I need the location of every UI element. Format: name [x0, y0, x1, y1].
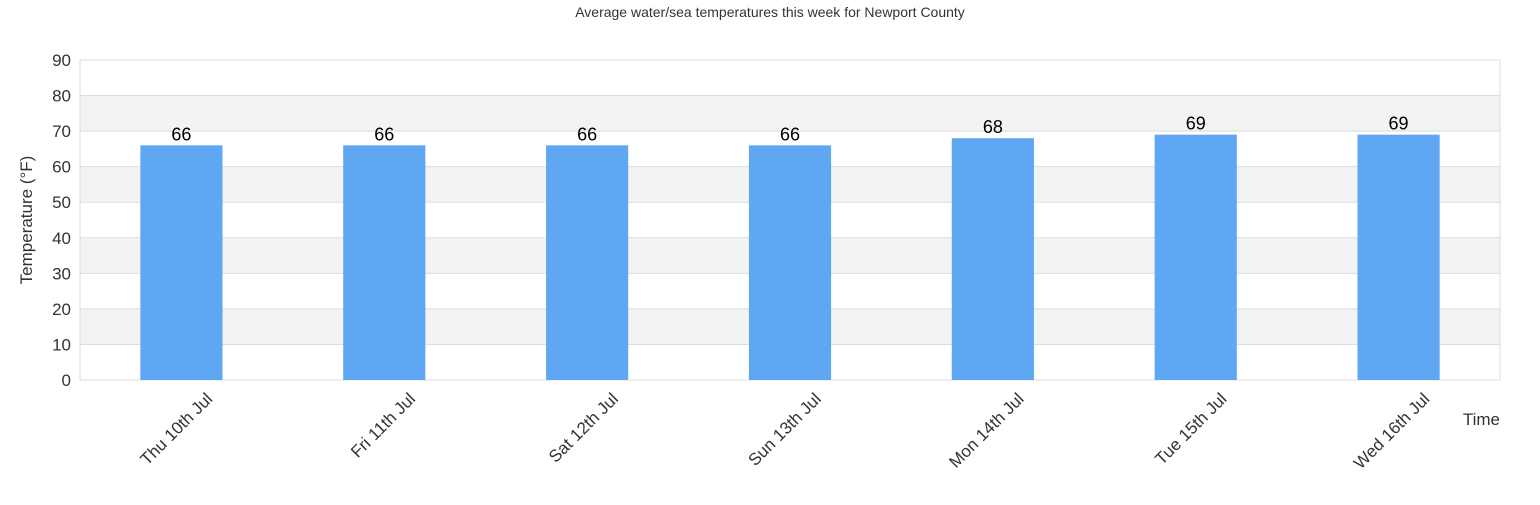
bar [1357, 134, 1440, 380]
y-tick-label: 70 [52, 122, 71, 141]
y-tick-label: 50 [52, 193, 71, 212]
x-axis-ticks: Thu 10th Jul Fri 11th Jul Sat 12th Jul Sun … [137, 389, 1434, 472]
bars [140, 134, 1440, 380]
bar [951, 138, 1034, 380]
bar [343, 145, 426, 380]
data-label: 69 [1186, 114, 1206, 134]
y-axis-ticks: 0 10 20 30 40 50 60 70 80 90 [52, 51, 71, 390]
x-tick-label: Sat 12th Jul [545, 389, 622, 466]
x-tick-label: Sun 13th Jul [745, 389, 825, 469]
x-tick-label: Tue 15th Jul [1151, 389, 1230, 468]
x-tick-label: Fri 11th Jul [347, 389, 419, 461]
data-label: 66 [171, 124, 191, 144]
y-tick-label: 20 [52, 300, 71, 319]
data-label: 66 [577, 124, 597, 144]
bar [140, 145, 223, 380]
x-tick-label: Mon 14th Jul [945, 389, 1027, 471]
bar [1154, 134, 1237, 380]
data-label: 66 [780, 124, 800, 144]
y-tick-label: 30 [52, 264, 71, 283]
y-tick-label: 40 [52, 229, 71, 248]
bar [546, 145, 629, 380]
background-band [80, 95, 1500, 132]
data-label: 68 [983, 117, 1003, 137]
y-tick-label: 80 [52, 87, 71, 106]
bar [748, 145, 832, 380]
data-label: 66 [374, 124, 394, 144]
chart-title: Average water/sea temperatures this week… [575, 4, 965, 20]
y-tick-label: 60 [52, 158, 71, 177]
y-tick-label: 10 [52, 335, 71, 354]
x-axis-title: Time [1463, 410, 1500, 429]
data-labels: 66 66 66 66 68 69 69 [171, 114, 1408, 145]
data-label: 69 [1389, 114, 1409, 134]
y-axis-title: Temperature (°F) [17, 156, 36, 285]
y-tick-label: 0 [62, 371, 71, 390]
x-tick-label: Thu 10th Jul [137, 389, 217, 469]
x-tick-label: Wed 16th Jul [1350, 389, 1433, 472]
y-tick-label: 90 [52, 51, 71, 70]
